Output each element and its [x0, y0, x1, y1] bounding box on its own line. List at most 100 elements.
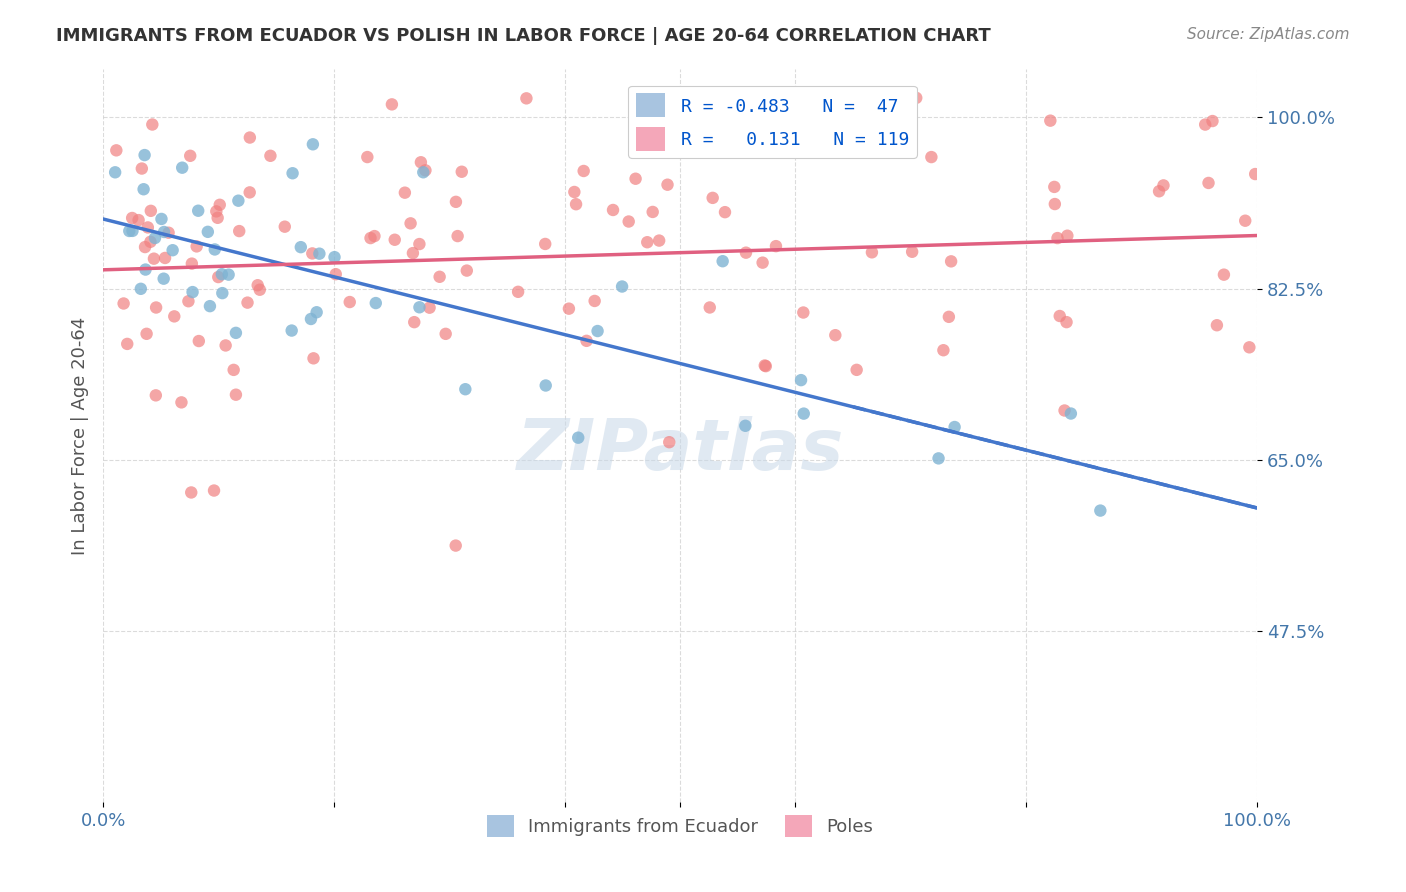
Point — [128, 213, 150, 227]
Point — [456, 263, 478, 277]
Point — [1239, 340, 1261, 354]
Point — [305, 305, 328, 319]
Point — [141, 118, 163, 132]
Point — [735, 245, 758, 260]
Point — [323, 250, 346, 264]
Point — [205, 204, 228, 219]
Point — [1194, 118, 1216, 132]
Point — [602, 202, 624, 217]
Point — [187, 203, 209, 218]
Point — [118, 224, 141, 238]
Point — [751, 255, 773, 269]
Point — [211, 267, 233, 281]
Point — [648, 234, 671, 248]
Point — [259, 149, 281, 163]
Point — [657, 178, 679, 192]
Point — [134, 240, 156, 254]
Point — [564, 185, 586, 199]
Point — [734, 418, 756, 433]
Point — [658, 435, 681, 450]
Point — [714, 205, 737, 219]
Point — [177, 294, 200, 309]
Point — [135, 326, 157, 341]
Point — [1198, 176, 1220, 190]
Point — [207, 211, 229, 225]
Point — [617, 214, 640, 228]
Point — [624, 171, 647, 186]
Point — [132, 182, 155, 196]
Point — [136, 220, 159, 235]
Point — [905, 91, 928, 105]
Point — [204, 243, 226, 257]
Point — [280, 324, 302, 338]
Point — [515, 91, 537, 105]
Point — [153, 225, 176, 239]
Point — [702, 191, 724, 205]
Point — [197, 225, 219, 239]
Point — [636, 235, 658, 250]
Point — [586, 324, 609, 338]
Point — [363, 229, 385, 244]
Point — [180, 257, 202, 271]
Point — [325, 267, 347, 281]
Point — [1244, 167, 1267, 181]
Point — [1049, 309, 1071, 323]
Point — [211, 286, 233, 301]
Point — [121, 211, 143, 225]
Point — [163, 310, 186, 324]
Legend: Immigrants from Ecuador, Poles: Immigrants from Ecuador, Poles — [479, 808, 880, 845]
Point — [172, 161, 194, 175]
Point — [558, 301, 581, 316]
Point — [249, 283, 271, 297]
Point — [454, 382, 477, 396]
Point — [129, 282, 152, 296]
Point — [506, 285, 529, 299]
Point — [928, 451, 950, 466]
Point — [142, 252, 165, 266]
Point — [202, 483, 225, 498]
Point — [381, 97, 404, 112]
Point — [186, 239, 208, 253]
Point — [104, 165, 127, 179]
Point — [187, 334, 209, 348]
Point — [1206, 318, 1229, 333]
Point — [281, 166, 304, 180]
Point — [1234, 213, 1257, 227]
Point — [157, 226, 180, 240]
Point — [150, 211, 173, 226]
Point — [239, 186, 262, 200]
Point — [105, 144, 128, 158]
Point — [145, 301, 167, 315]
Point — [207, 270, 229, 285]
Point — [134, 148, 156, 162]
Point — [225, 326, 247, 340]
Point — [765, 239, 787, 253]
Point — [404, 315, 426, 329]
Point — [567, 431, 589, 445]
Point — [181, 285, 204, 299]
Point — [360, 231, 382, 245]
Point — [384, 233, 406, 247]
Point — [301, 246, 323, 260]
Text: IMMIGRANTS FROM ECUADOR VS POLISH IN LABOR FORCE | AGE 20-64 CORRELATION CHART: IMMIGRANTS FROM ECUADOR VS POLISH IN LAB… — [56, 27, 991, 45]
Point — [446, 229, 468, 244]
Point — [364, 296, 387, 310]
Point — [228, 224, 250, 238]
Point — [412, 165, 434, 179]
Point — [246, 278, 269, 293]
Point — [408, 300, 430, 314]
Point — [1090, 503, 1112, 517]
Point — [415, 163, 437, 178]
Point — [218, 268, 240, 282]
Y-axis label: In Labor Force | Age 20-64: In Labor Force | Age 20-64 — [72, 317, 89, 555]
Point — [239, 130, 262, 145]
Point — [131, 161, 153, 176]
Point — [170, 395, 193, 409]
Point — [143, 231, 166, 245]
Point — [179, 149, 201, 163]
Point — [409, 155, 432, 169]
Point — [572, 164, 595, 178]
Point — [408, 237, 430, 252]
Point — [112, 296, 135, 310]
Point — [938, 310, 960, 324]
